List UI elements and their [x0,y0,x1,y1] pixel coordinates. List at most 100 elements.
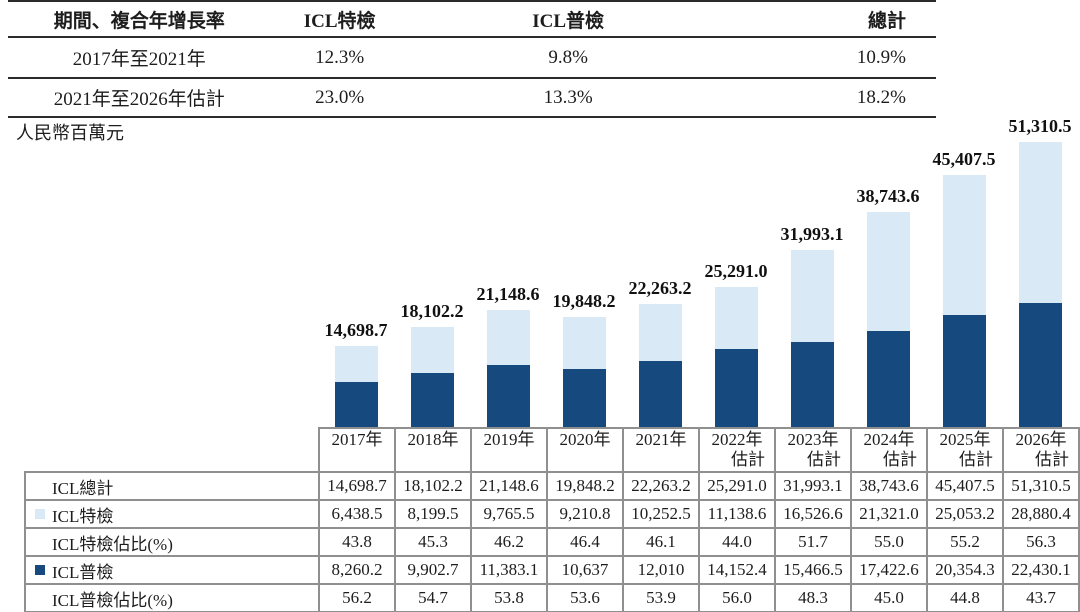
value-cell: 10,637 [546,555,624,585]
table-row: ICL總計 14,698.7 18,102.2 21,148.6 19,848.2 22,… [24,471,1080,501]
bar-segment-icl-special [791,249,834,342]
cagr-value-cell: 23.0% [315,86,365,108]
value-cell: 46.2 [470,527,548,557]
bar-segment-icl-special [411,327,454,373]
value-cell: 53.8 [470,583,548,612]
value-cell: 31,993.1 [774,471,852,501]
value-cell: 55.0 [850,527,928,557]
y-axis-unit-label: 人民幣百萬元 [16,123,124,143]
year-header-cell: 2021年 [622,427,700,473]
value-cell: 55.2 [926,527,1004,557]
stacked-bar [867,212,910,428]
value-cell: 53.9 [622,583,700,612]
bar-total-label: 51,310.5 [1008,116,1072,136]
estimate-label: 估計 [731,450,765,469]
stacked-bar [563,317,606,428]
bar-column-2022年估計: 25,291.0 [698,113,774,428]
year-label: 2020年 [559,430,611,449]
value-cell: 17,422.6 [850,555,928,585]
bar-column-2024年估計: 38,743.6 [850,113,926,428]
value-cell: 46.1 [622,527,700,557]
cagr-header-total: 總計 [867,10,906,32]
cagr-value-cell: 18.2% [856,86,906,108]
row-label-cell: ICL普檢 [24,555,320,585]
cagr-row-2017-2021: 2017年至2021年 12.3% 9.8% 10.9% [8,37,936,78]
value-cell: 16,526.6 [774,499,852,529]
year-label: 2022年 [711,430,763,449]
year-header-cell: 2025年 估計 [926,427,1004,473]
value-cell: 45.3 [394,527,472,557]
year-header-cell: 2017年 [318,427,396,473]
empty-corner-cell [25,428,319,472]
bar-total-label: 45,407.5 [932,148,996,169]
bar-segment-icl-special [639,303,682,362]
value-cell: 56.2 [318,583,396,612]
bar-segment-icl-special [715,287,758,350]
bar-column-2023年估計: 31,993.1 [774,113,850,428]
row-label-text: ICL普檢 [52,562,114,582]
estimate-label: 估計 [807,450,841,469]
year-header-cell: 2023年 估計 [774,427,852,473]
value-cell: 9,210.8 [546,499,624,529]
bar-segment-icl-general [335,382,378,428]
cagr-header-row: 期間、複合年增長率 ICL特檢 ICL普檢 總計 [8,1,936,37]
value-cell: 15,466.5 [774,555,852,585]
legend-swatch-icl-general [35,565,45,575]
value-cell: 25,053.2 [926,499,1004,529]
bar-column-2021年: 22,263.2 [622,113,698,428]
year-header-cell: 2020年 [546,427,624,473]
table-row: ICL普檢佔比(%) 56.2 54.7 53.8 53.6 53.9 56.0 48.3 45… [24,583,1080,612]
year-header-cell: 2022年 估計 [698,427,776,473]
row-label-text: ICL特檢佔比(%) [52,534,173,554]
bar-segment-icl-general [411,372,454,428]
bar-column-2025年估計: 45,407.5 [926,113,1002,428]
cagr-value-cell: 9.8% [548,46,588,68]
bar-column-2019年: 21,148.6 [470,113,546,428]
value-cell: 44.0 [698,527,776,557]
value-cell: 51.7 [774,527,852,557]
year-header-cell: 2018年 [394,427,472,473]
cagr-value-cell: 13.3% [543,86,593,108]
stacked-bar [715,287,758,428]
year-header-cell: 2019年 [470,427,548,473]
value-cell: 45,407.5 [926,471,1004,501]
value-cell: 14,698.7 [318,471,396,501]
row-label-text: ICL總計 [52,478,114,498]
year-label: 2017年 [331,430,383,449]
cagr-summary-table: 期間、複合年增長率 ICL特檢 ICL普檢 總計 2017年至2021年 12.… [8,0,936,118]
cagr-value-cell: 12.3% [315,46,365,68]
bar-segment-icl-general [639,361,682,428]
row-label-cell: ICL總計 [24,471,320,501]
year-label: 2018年 [407,430,459,449]
stacked-bar-chart: 14,698.7 18,102.2 21,148.6 19,848.2 22,263.2… [318,113,1078,428]
year-label: 2019年 [483,430,535,449]
value-cell: 9,902.7 [394,555,472,585]
bar-column-2020年: 19,848.2 [546,113,622,428]
value-cell: 28,880.4 [1002,499,1080,529]
bar-total-label: 31,993.1 [780,223,844,244]
value-cell: 12,010 [622,555,700,585]
bar-column-2026年估計: 51,310.5 [1002,113,1078,428]
value-cell: 21,148.6 [470,471,548,501]
row-label-text: ICL普檢佔比(%) [52,590,173,610]
stacked-bar [639,303,682,428]
value-cell: 9,765.5 [470,499,548,529]
bar-segment-icl-general [1019,303,1062,428]
year-label: 2023年 [787,430,839,449]
cagr-row-2021-2026: 2021年至2026年估計 23.0% 13.3% 18.2% [8,78,936,117]
value-cell: 38,743.6 [850,471,928,501]
stacked-bar [791,249,834,428]
value-cell: 56.3 [1002,527,1080,557]
value-cell: 8,199.5 [394,499,472,529]
bar-column-2018年: 18,102.2 [394,113,470,428]
bar-total-label: 19,848.2 [552,291,616,312]
value-cell: 44.8 [926,583,1004,612]
value-cell: 54.7 [394,583,472,612]
bar-segment-icl-special [1019,142,1062,303]
stacked-bar [943,174,986,428]
cagr-header-period: 期間、複合年增長率 [53,10,225,32]
year-label: 2026年 [1015,430,1067,449]
value-cell: 6,438.5 [318,499,396,529]
bar-segment-icl-general [715,349,758,428]
